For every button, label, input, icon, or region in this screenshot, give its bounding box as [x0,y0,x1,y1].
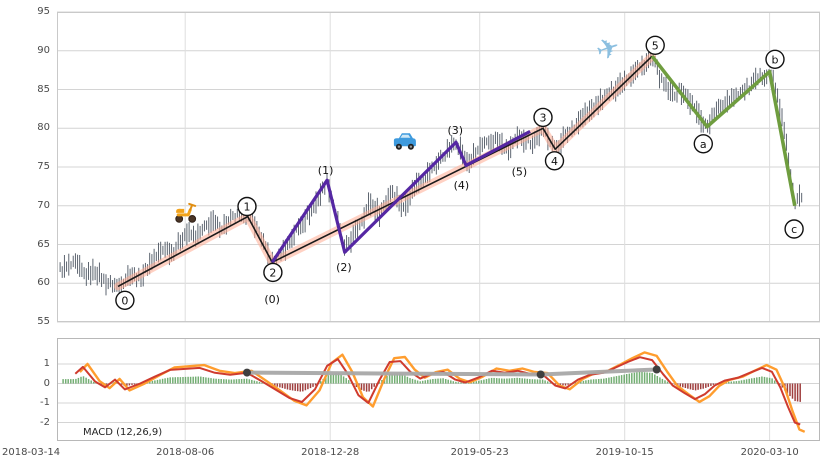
price-y-tick-label: 90 [37,44,50,56]
price-y-tick-label: 60 [37,277,50,289]
wave-label-4: (4) [454,179,470,192]
macd-panel: MACD (12,26,9) [57,338,820,441]
svg-text:(2): (2) [336,261,352,274]
price-panel: 0 1 2 3 4 5 (0) (1) (2) (3) (4) (5) a b c ✈ [57,11,820,323]
macd-chart-svg [57,338,820,441]
price-y-tick-label: 80 [37,122,50,134]
svg-text:(4): (4) [454,179,470,192]
x-tick-label: 2018-12-28 [301,447,360,458]
svg-text:2: 2 [269,266,276,279]
svg-text:a: a [700,138,707,151]
car-icon [393,133,416,150]
svg-text:4: 4 [551,155,558,168]
wave-label-a: a [693,134,713,154]
wave-label-1: (1) [318,164,334,177]
price-y-tick-label: 85 [37,83,50,95]
macd-trendline [245,367,659,377]
scooter-icon [175,202,197,223]
macd-y-tick-label: 1 [43,358,50,369]
price-chart-svg: 0 1 2 3 4 5 (0) (1) (2) (3) (4) (5) a b c ✈ [57,11,820,323]
wave-label-1: 1 [237,196,257,217]
svg-text:1: 1 [244,200,251,213]
svg-text:✈: ✈ [592,29,625,68]
wave-label-5: 5 [645,35,665,55]
macd-signal-line [79,351,806,433]
price-y-tick-label: 95 [37,6,50,17]
svg-text:0: 0 [121,294,128,307]
wave-label-0: 0 [115,290,135,310]
airplane-icon: ✈ [592,29,625,68]
wave-label-3: 3 [533,107,553,128]
trendline-dot [652,365,661,374]
primary-wave-line [117,55,653,288]
macd-settings-label: MACD (12,26,9) [83,427,163,438]
svg-text:c: c [791,223,797,236]
svg-text:(3): (3) [448,124,464,137]
x-tick-label: 2018-08-06 [156,447,215,458]
svg-text:3: 3 [540,111,547,124]
corrective-wave-line [650,55,797,207]
x-tick-label: 2018-03-14 [1,447,61,458]
svg-text:(5): (5) [512,166,528,179]
x-tick-label: 2020-03-10 [740,447,799,458]
wave-label-c: c [784,219,804,239]
svg-text:(1): (1) [318,164,334,177]
price-y-tick-label: 55 [37,316,50,327]
wave-label-3: (3) [448,124,464,137]
price-y-tick-label: 70 [37,199,50,211]
wave-label-2: 2 [263,262,283,283]
trendline-dot [243,368,251,377]
macd-histogram [62,371,801,402]
x-tick-label: 2019-10-15 [595,447,654,458]
macd-line [74,356,801,426]
wave-label-0: (0) [264,293,280,306]
price-y-tick-label: 75 [37,161,50,172]
macd-y-tick-label: 0 [43,377,50,389]
price-y-tick-label: 65 [37,238,50,250]
wave-label-2: (2) [336,261,352,274]
macd-y-tick-label: -2 [40,416,50,428]
price-panel-border [57,12,820,322]
svg-text:b: b [772,53,779,66]
svg-text:(0): (0) [264,293,280,306]
svg-text:5: 5 [652,39,659,52]
trendline-dot [536,370,545,379]
macd-y-tick-label: -1 [40,397,50,408]
intermediate-wave-line [270,129,531,264]
wave-label-5: (5) [512,166,528,179]
wave-label-4: 4 [544,151,565,171]
primary-wave-glow [114,52,657,291]
macd-panel-border [57,338,820,441]
wave-label-b: b [765,49,785,69]
x-tick-label: 2019-05-23 [450,447,509,458]
